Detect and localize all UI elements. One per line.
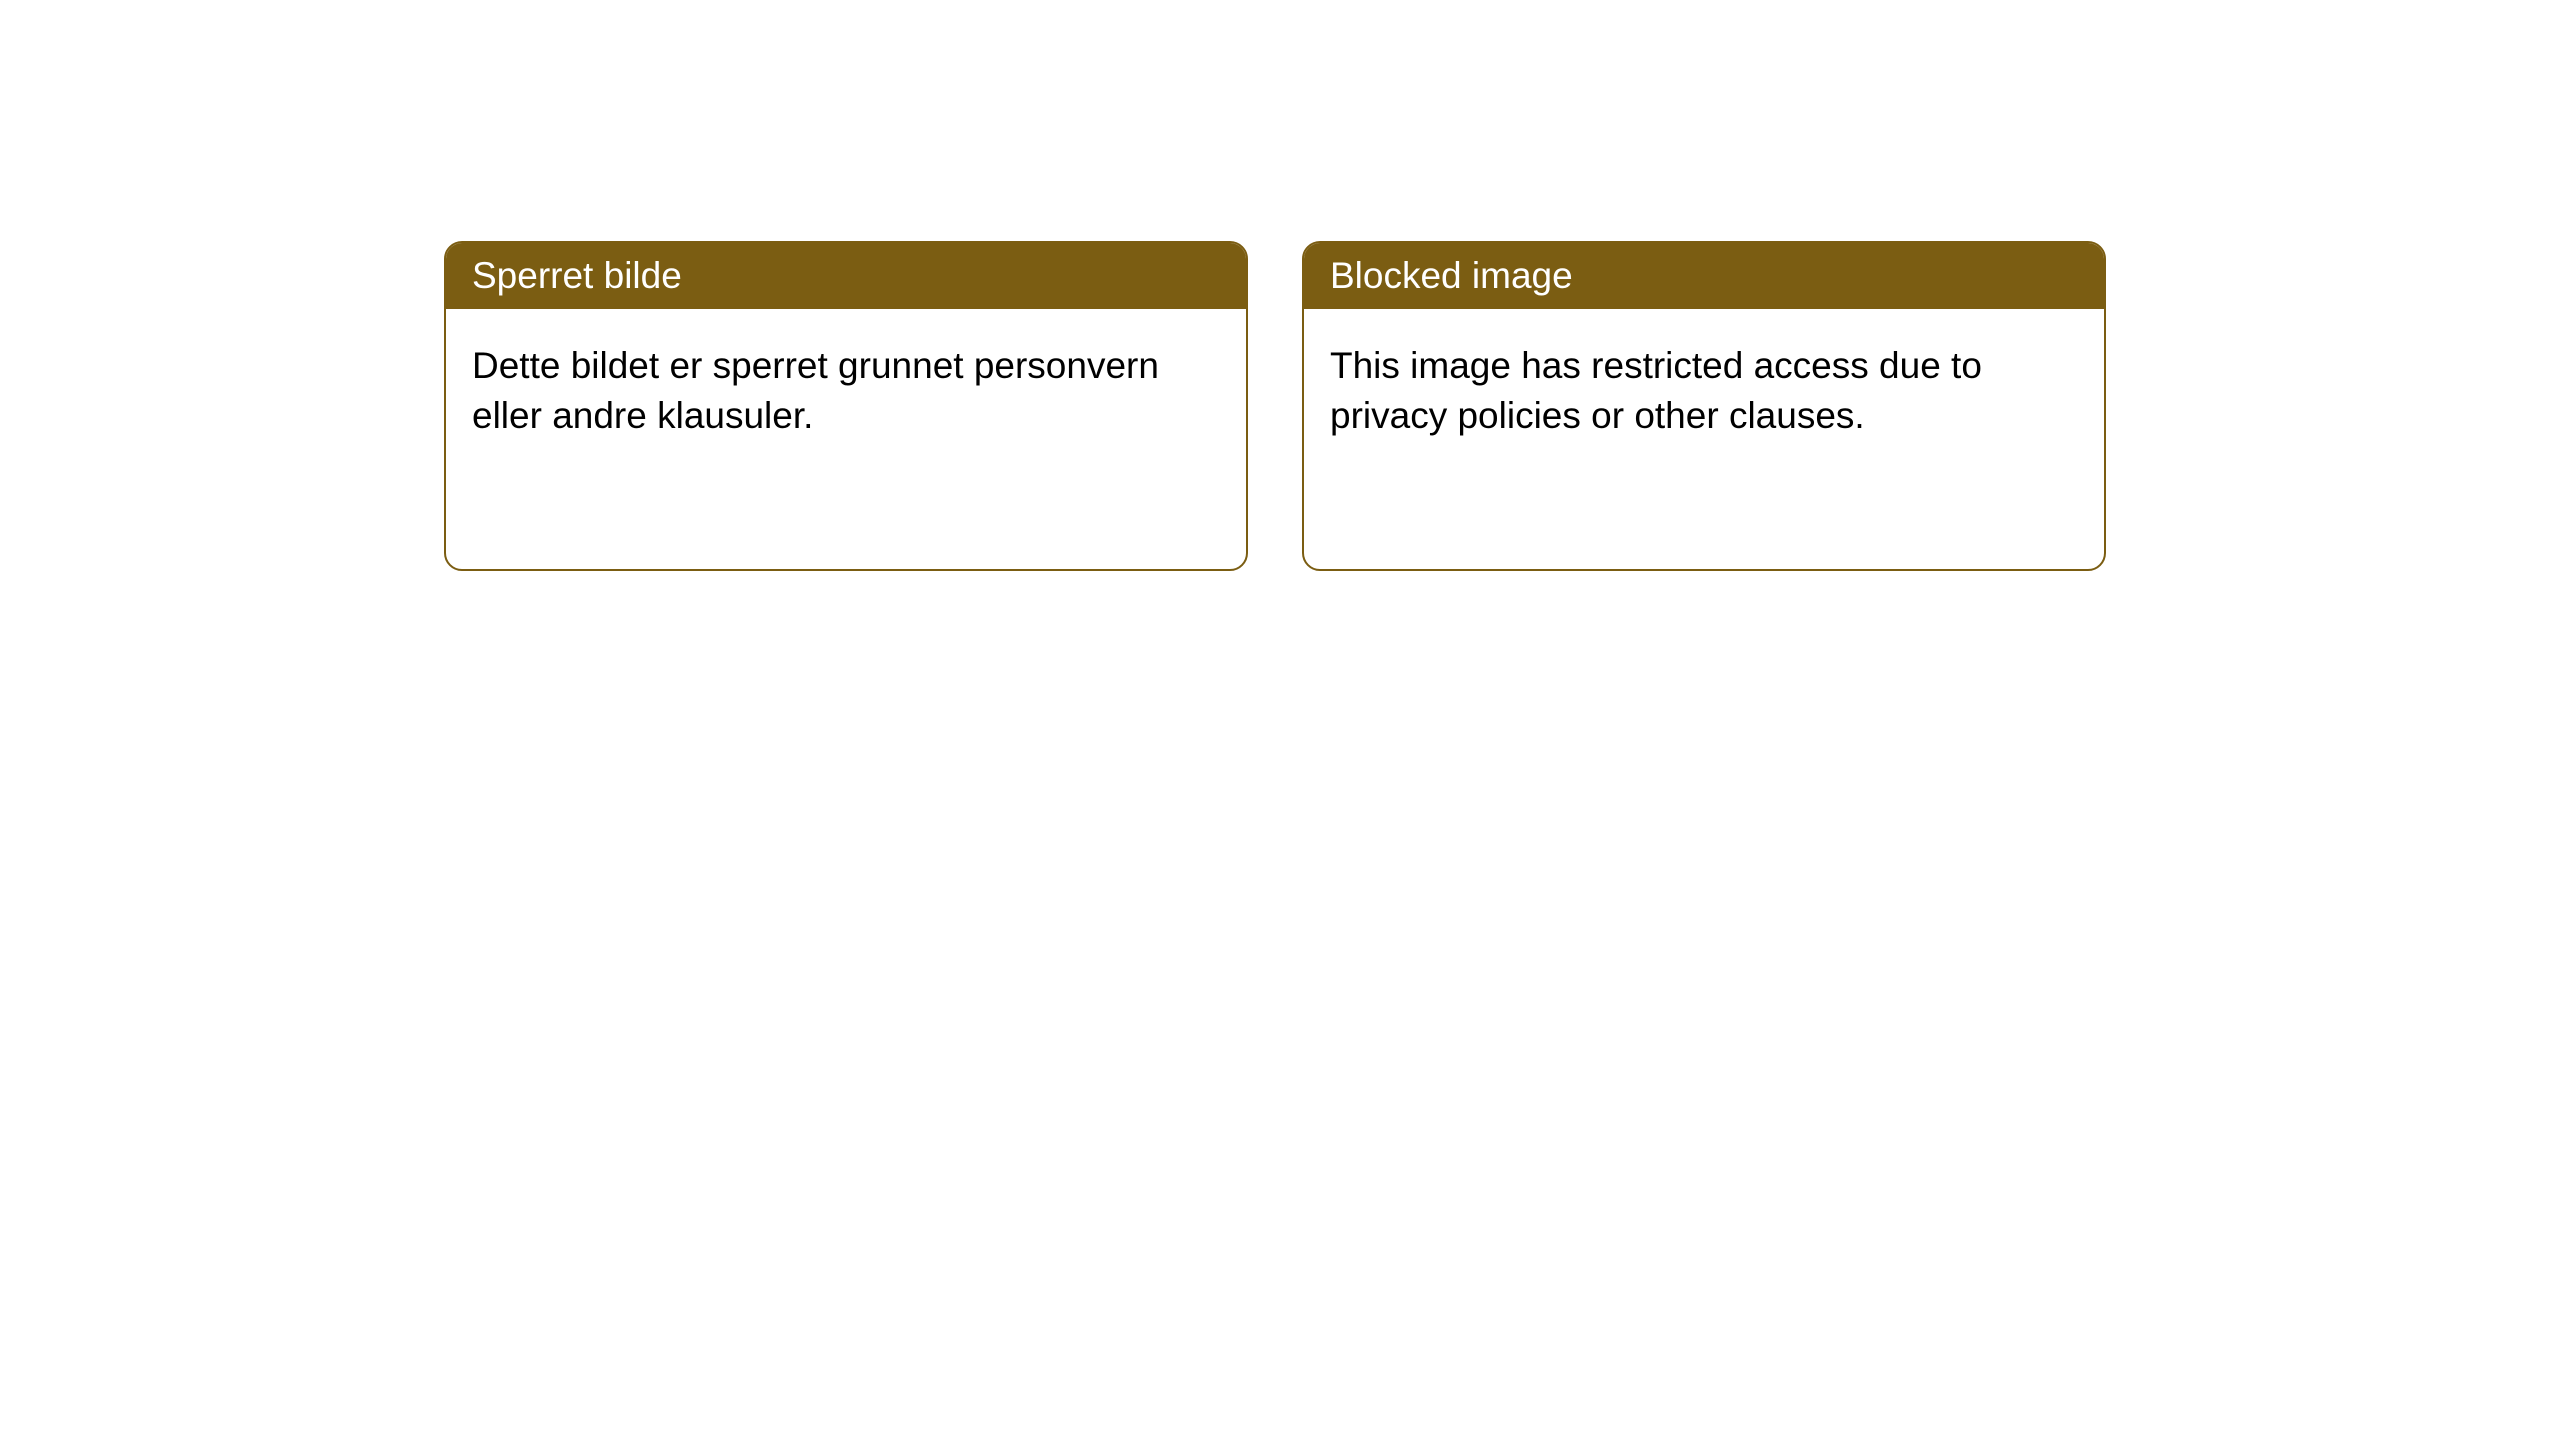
notice-body: This image has restricted access due to … bbox=[1304, 309, 2104, 473]
notice-card-norwegian: Sperret bilde Dette bildet er sperret gr… bbox=[444, 241, 1248, 571]
notice-header: Sperret bilde bbox=[446, 243, 1246, 309]
notice-card-english: Blocked image This image has restricted … bbox=[1302, 241, 2106, 571]
notice-container: Sperret bilde Dette bildet er sperret gr… bbox=[0, 0, 2560, 571]
notice-body: Dette bildet er sperret grunnet personve… bbox=[446, 309, 1246, 473]
notice-header: Blocked image bbox=[1304, 243, 2104, 309]
